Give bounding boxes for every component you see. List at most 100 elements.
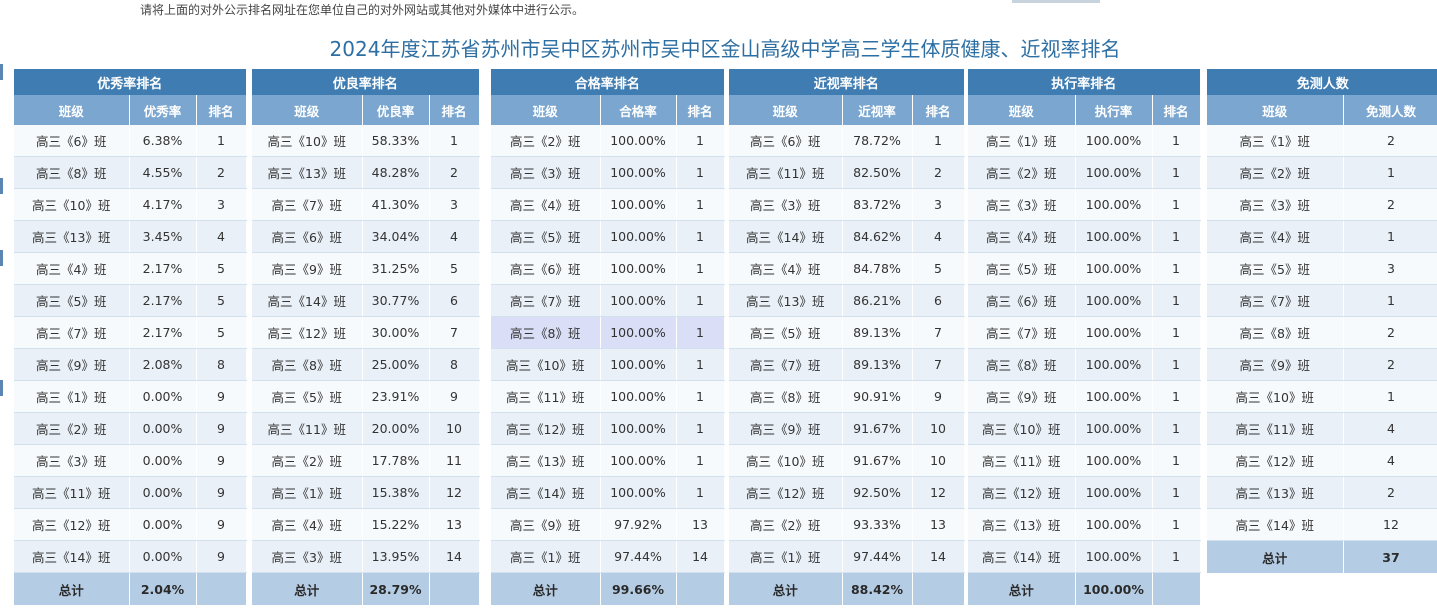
table-cell: 高三《13》班 [729,284,843,317]
table-cell: 20.00% [362,412,430,445]
table-cell: 4 [1343,412,1437,445]
table-cell: 0.00% [129,476,197,509]
table-cell: 13 [676,508,725,541]
column-header: 近视率 [842,95,913,125]
table-cell: 高三《8》班 [1207,316,1344,349]
table-cell: 5 [196,316,247,349]
table-cell: 14 [912,540,965,573]
table-cell: 1 [676,412,725,445]
table-cell: 高三《7》班 [1207,284,1344,317]
table-title-row: 优良率排名 [252,69,480,95]
table-row: 高三《12》班 4 [1207,444,1437,477]
table-row: 高三《10》班 58.33% 1 [252,125,480,157]
table-cell: 4 [429,220,480,253]
table-cell: 1 [1152,348,1201,381]
table-cell: 13 [912,508,965,541]
table-cell: 2 [1343,348,1437,381]
total-cell [196,572,247,605]
table-row: 高三《11》班 100.00% 1 [968,444,1201,477]
column-header: 排名 [196,95,247,125]
table-row: 高三《8》班 2 [1207,316,1437,349]
column-header-row: 班级 执行率 排名 [968,95,1201,125]
table-row: 高三《4》班 84.78% 5 [729,252,965,285]
table-cell: 高三《2》班 [729,508,843,541]
table-cell: 高三《7》班 [252,188,363,221]
table-cell: 14 [429,540,480,573]
table-cell: 12 [429,476,480,509]
table-row: 高三《8》班 100.00% 1 [968,348,1201,381]
table-cell: 3 [1343,252,1437,285]
table-cell: 83.72% [842,188,913,221]
table-row: 高三《10》班 100.00% 1 [968,412,1201,445]
table-cell: 高三《5》班 [252,380,363,413]
table-cell: 高三《5》班 [729,316,843,349]
table-cell: 48.28% [362,156,430,189]
table-cell: 100.00% [600,444,677,477]
column-header: 班级 [252,95,363,125]
table-cell: 1 [1152,540,1201,573]
table-row: 高三《7》班 1 [1207,284,1437,317]
table-cell: 91.67% [842,444,913,477]
table-cell: 4.17% [129,188,197,221]
total-row: 总计 2.04% [14,572,247,605]
table-cell: 高三《14》班 [491,476,601,509]
table-row: 高三《14》班 0.00% 9 [14,540,247,573]
table-title: 免测人数 [1207,69,1437,95]
left-edge-marker [0,380,3,396]
table-cell: 高三《1》班 [14,380,130,413]
page-title: 2024年度江苏省苏州市吴中区苏州市吴中区金山高级中学高三学生体质健康、近视率排… [329,37,1121,61]
total-cell: 100.00% [1075,572,1153,605]
table-row: 高三《5》班 23.91% 9 [252,380,480,413]
table-cell: 高三《7》班 [968,316,1076,349]
table-cell: 高三《10》班 [1207,380,1344,413]
table-cell: 100.00% [1075,444,1153,477]
table-row: 高三《11》班 0.00% 9 [14,476,247,509]
table-cell: 100.00% [600,188,677,221]
table-cell: 2 [1343,476,1437,509]
table-row: 高三《13》班 100.00% 1 [968,508,1201,541]
table-cell: 1 [196,125,247,157]
total-row: 总计 28.79% [252,572,480,605]
table-row: 高三《13》班 86.21% 6 [729,284,965,317]
table-row: 高三《10》班 100.00% 1 [491,348,725,381]
table-cell: 高三《1》班 [968,125,1076,157]
table-row: 高三《9》班 2.08% 8 [14,348,247,381]
table-cell: 0.00% [129,412,197,445]
table-cell: 高三《9》班 [1207,348,1344,381]
total-row: 总计 37 [1207,540,1437,573]
table-cell: 高三《8》班 [14,156,130,189]
table-row: 高三《11》班 100.00% 1 [491,380,725,413]
total-cell [676,572,725,605]
table-cell: 90.91% [842,380,913,413]
column-header-row: 班级 优良率 排名 [252,95,480,125]
table-row: 高三《10》班 91.67% 10 [729,444,965,477]
table-cell: 高三《4》班 [252,508,363,541]
column-header: 班级 [491,95,601,125]
table-cell: 1 [1152,476,1201,509]
table-cell: 高三《6》班 [14,125,130,157]
table-cell: 高三《8》班 [729,380,843,413]
table-cell: 高三《8》班 [968,348,1076,381]
table-cell: 100.00% [1075,540,1153,573]
table-cell: 高三《8》班 [252,348,363,381]
table-cell: 4 [912,220,965,253]
table-cell: 1 [1152,188,1201,221]
table-cell: 9 [196,540,247,573]
column-header-row: 班级 近视率 排名 [729,95,965,125]
table-cell: 8 [429,348,480,381]
table-title: 近视率排名 [729,69,965,95]
table-cell: 4 [1343,444,1437,477]
table-row: 高三《4》班 15.22% 13 [252,508,480,541]
table-row: 高三《1》班 2 [1207,125,1437,157]
table-cell: 17.78% [362,444,430,477]
table-row: 高三《13》班 2 [1207,476,1437,509]
table-cell: 1 [676,125,725,157]
table-cell: 30.77% [362,284,430,317]
table-cell: 0.00% [129,444,197,477]
table-row: 高三《1》班 97.44% 14 [491,540,725,573]
table-row: 高三《7》班 100.00% 1 [968,316,1201,349]
table-cell: 23.91% [362,380,430,413]
table-row: 高三《8》班 4.55% 2 [14,156,247,189]
total-cell [1152,572,1201,605]
table-cell: 高三《13》班 [1207,476,1344,509]
